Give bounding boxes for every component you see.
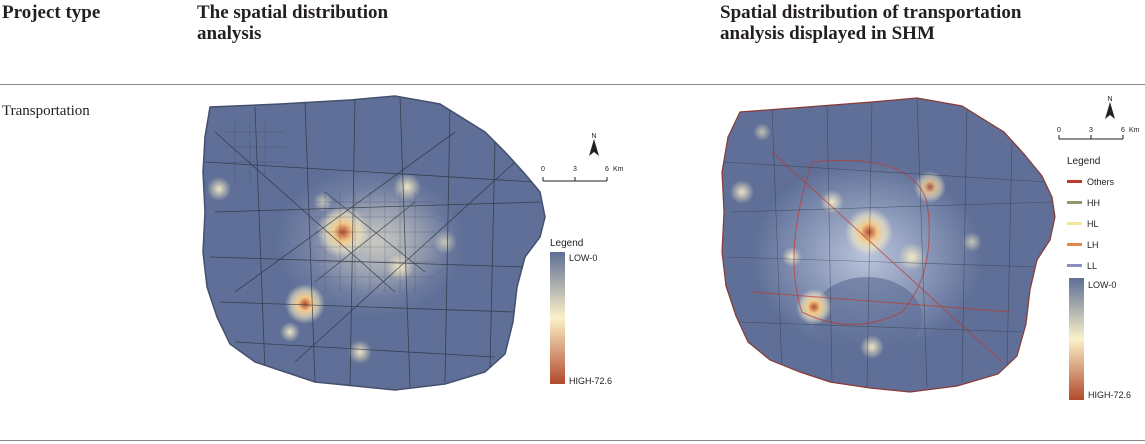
legend-swatch-hl	[1067, 222, 1082, 225]
north-arrow: N	[1105, 96, 1115, 119]
header-spatial-distribution: The spatial distribution analysis	[197, 2, 389, 44]
header-shm-distribution: Spatial distribution of transportation a…	[720, 2, 1022, 44]
legend-label-lh: LH	[1087, 240, 1099, 250]
header-project-type: Project type	[2, 2, 101, 23]
scale-tick-6: 6	[1121, 127, 1125, 134]
legend-label-hh: HH	[1087, 198, 1100, 208]
legend-title: Legend	[1067, 156, 1100, 167]
legend-color-ramp	[1069, 278, 1084, 400]
legend-label-ll: LL	[1087, 261, 1097, 271]
heatmap-right: N 0 3 6 Km Legend Others HH HL LH LL LOW…	[721, 96, 1140, 400]
heatmap-left: N 0 3 6 Km Legend LOW-0 HIGH-72.6	[202, 95, 624, 391]
scale-bar: 0 3 6 Km	[1057, 127, 1140, 140]
scale-tick-0: 0	[541, 166, 545, 173]
legend-swatch-ll	[1067, 264, 1082, 267]
scale-bar: 0 3 6 Km	[541, 166, 624, 182]
legend-swatch-hh	[1067, 201, 1082, 204]
legend-color-ramp	[550, 252, 565, 384]
others-roads	[751, 151, 1013, 363]
scale-tick-3: 3	[1089, 127, 1093, 134]
legend-title: Legend	[550, 238, 583, 249]
legend-low-label: LOW-0	[569, 253, 597, 263]
scale-tick-6: 6	[605, 166, 609, 173]
north-label: N	[1107, 96, 1112, 103]
row-label: Transportation	[2, 103, 90, 119]
legend-swatch-others	[1067, 180, 1082, 183]
header-rule	[0, 84, 1145, 85]
legend-swatch-lh	[1067, 243, 1082, 246]
north-arrow: N	[589, 133, 599, 156]
legend-high-label: HIGH-72.6	[569, 376, 612, 386]
legend-label-others: Others	[1087, 177, 1115, 187]
legend-low-label: LOW-0	[1088, 280, 1116, 290]
legend-high-label: HIGH-72.6	[1088, 390, 1131, 400]
legend-categories: Others HH HL LH LL	[1067, 177, 1115, 271]
street-grid	[225, 122, 435, 292]
bottom-rule	[0, 440, 1145, 441]
scale-tick-0: 0	[1057, 127, 1061, 134]
scale-unit: Km	[1129, 127, 1140, 134]
road-network	[723, 98, 1053, 388]
scale-unit: Km	[613, 166, 624, 173]
scale-tick-3: 3	[573, 166, 577, 173]
north-label: N	[591, 133, 596, 140]
legend-label-hl: HL	[1087, 219, 1099, 229]
